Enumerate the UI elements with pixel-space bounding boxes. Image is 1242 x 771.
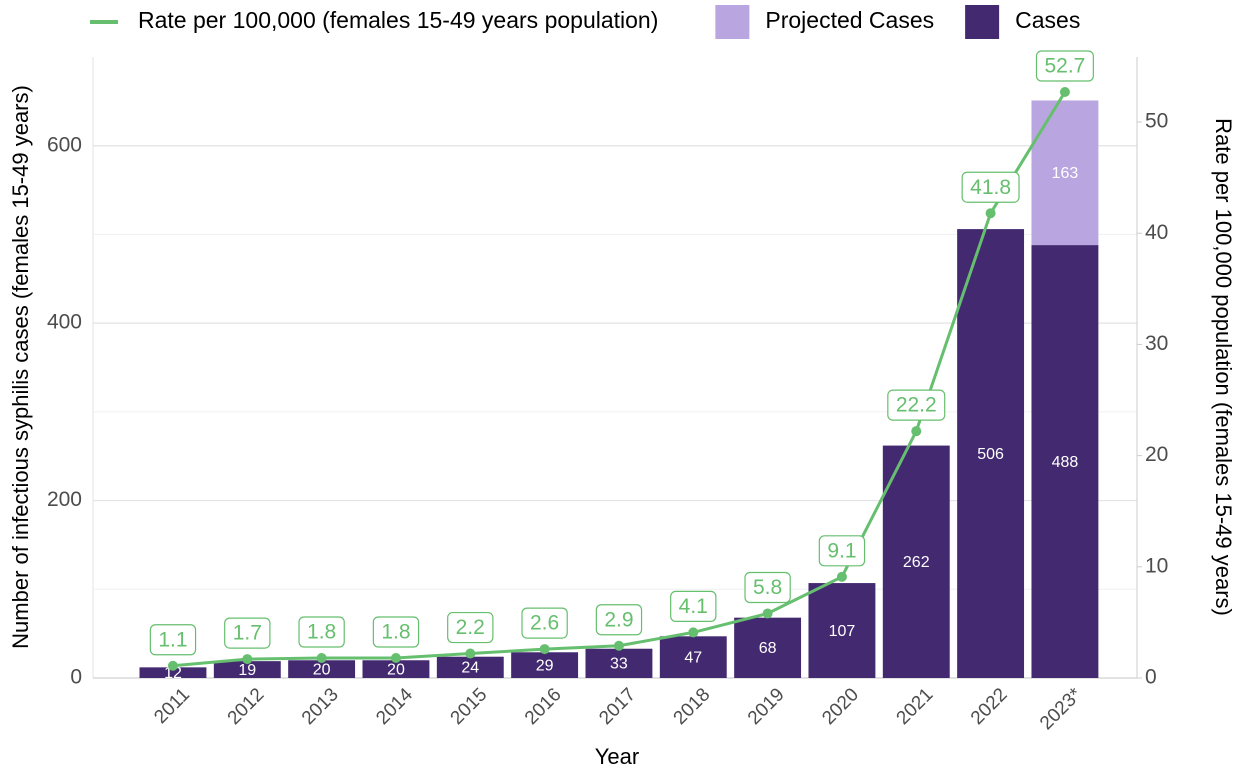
bar	[139, 667, 207, 678]
rate-label: 2.9	[604, 608, 633, 631]
rate-label-box	[149, 624, 197, 656]
x-tick-label: 2023*	[1036, 684, 1086, 734]
bar-value-label: 33	[610, 656, 628, 673]
rate-point	[836, 571, 847, 582]
bar-value-label: 19	[238, 662, 256, 679]
rate-label-box	[961, 171, 1020, 203]
bar	[585, 648, 653, 678]
rate-label-box	[224, 617, 271, 649]
bar-value-label: 107	[829, 623, 856, 640]
y2-tick-label: 30	[1145, 332, 1168, 355]
rate-label: 41.8	[970, 176, 1011, 199]
rate-point	[390, 652, 401, 663]
bar-value-label: 506	[977, 446, 1004, 463]
rate-label-box	[818, 535, 866, 567]
bar-value-label: 20	[387, 661, 405, 678]
legend-label: Projected Cases	[765, 7, 934, 33]
bar	[213, 661, 281, 678]
y2-tick-label: 10	[1145, 554, 1168, 577]
rate-point	[688, 627, 699, 638]
rate-label-box	[372, 616, 420, 648]
bar-value-label: 24	[461, 660, 479, 677]
rate-label-box	[298, 616, 345, 648]
y-tick-label: 400	[47, 311, 82, 334]
bar-value-label: 47	[684, 649, 702, 666]
rate-label-box	[887, 389, 946, 421]
bar-value-label: 488	[1052, 454, 1079, 471]
x-tick-label: 2020	[818, 684, 863, 729]
rate-point	[539, 644, 550, 655]
x-tick-label: 2016	[521, 684, 566, 729]
y2-tick-label: 50	[1145, 110, 1168, 133]
rate-label: 2.6	[530, 612, 559, 635]
bar	[957, 229, 1025, 678]
bar	[1031, 100, 1099, 246]
bar	[511, 652, 579, 678]
bar	[1031, 245, 1099, 678]
rate-label: 22.2	[896, 394, 937, 417]
bar-value-label: 29	[536, 657, 554, 674]
x-tick-label: 2022	[967, 684, 1012, 729]
rate-label: 1.8	[381, 621, 410, 644]
x-tick-label: 2014	[372, 684, 417, 729]
rate-label: 1.1	[158, 628, 187, 651]
legend-label: Rate per 100,000 (females 15-49 years po…	[138, 7, 658, 33]
bar	[362, 660, 430, 678]
rate-point	[316, 652, 327, 663]
x-tick-label: 2011	[150, 684, 194, 728]
bar	[808, 583, 876, 678]
rate-point	[911, 426, 922, 437]
x-tick-label: 2018	[670, 684, 715, 729]
rate-label-box	[744, 571, 791, 604]
rate-point	[985, 208, 996, 219]
bar-value-label: 163	[1052, 165, 1079, 182]
legend-label: Cases	[1015, 7, 1080, 33]
y2-tick-label: 40	[1145, 221, 1168, 244]
rate-point	[762, 608, 773, 619]
bar	[288, 660, 356, 678]
y2-tick-label: 20	[1145, 443, 1168, 466]
rate-point	[167, 660, 178, 671]
rate-label: 52.7	[1044, 55, 1085, 78]
bar	[659, 636, 727, 678]
rate-label-box	[670, 590, 717, 623]
x-tick-label: 2019	[744, 684, 789, 729]
rate-point	[465, 648, 476, 659]
rate-label: 1.8	[307, 621, 336, 644]
x-tick-label: 2017	[595, 684, 640, 729]
y-axis-title: Number of infectious syphilis cases (fem…	[8, 85, 33, 649]
legend-swatch	[965, 5, 1000, 39]
bar	[882, 445, 950, 678]
rate-label: 5.8	[753, 576, 782, 599]
bar	[436, 656, 504, 678]
x-tick-label: 2015	[447, 684, 492, 729]
y2-tick-label: 0	[1145, 666, 1157, 689]
x-axis-title: Year	[595, 744, 639, 769]
bar-value-label: 262	[903, 554, 930, 571]
y-tick-label: 200	[47, 488, 82, 511]
rate-label-box	[595, 604, 643, 636]
rate-label: 4.1	[679, 595, 708, 618]
rate-point	[242, 654, 253, 665]
rate-label: 9.1	[827, 539, 856, 562]
rate-point	[613, 640, 624, 651]
rate-label: 1.7	[233, 622, 262, 645]
bar-value-label: 12	[164, 665, 182, 682]
legend-swatch	[715, 5, 750, 39]
rate-label-box	[447, 611, 494, 644]
y2-axis-title: Rate per 100,000 population (females 15-…	[1211, 118, 1236, 616]
rate-label: 2.2	[456, 616, 485, 639]
bar	[734, 617, 802, 678]
rate-label-box	[521, 607, 568, 639]
x-tick-label: 2012	[224, 684, 269, 729]
bar-value-label: 68	[759, 640, 777, 657]
rate-label-box	[1035, 50, 1094, 82]
bar-value-label: 20	[313, 661, 331, 678]
rate-point	[1059, 87, 1070, 98]
x-tick-label: 2013	[298, 684, 343, 729]
x-tick-label: 2021	[893, 684, 938, 729]
y-tick-label: 0	[70, 666, 82, 689]
y-tick-label: 600	[47, 133, 82, 156]
